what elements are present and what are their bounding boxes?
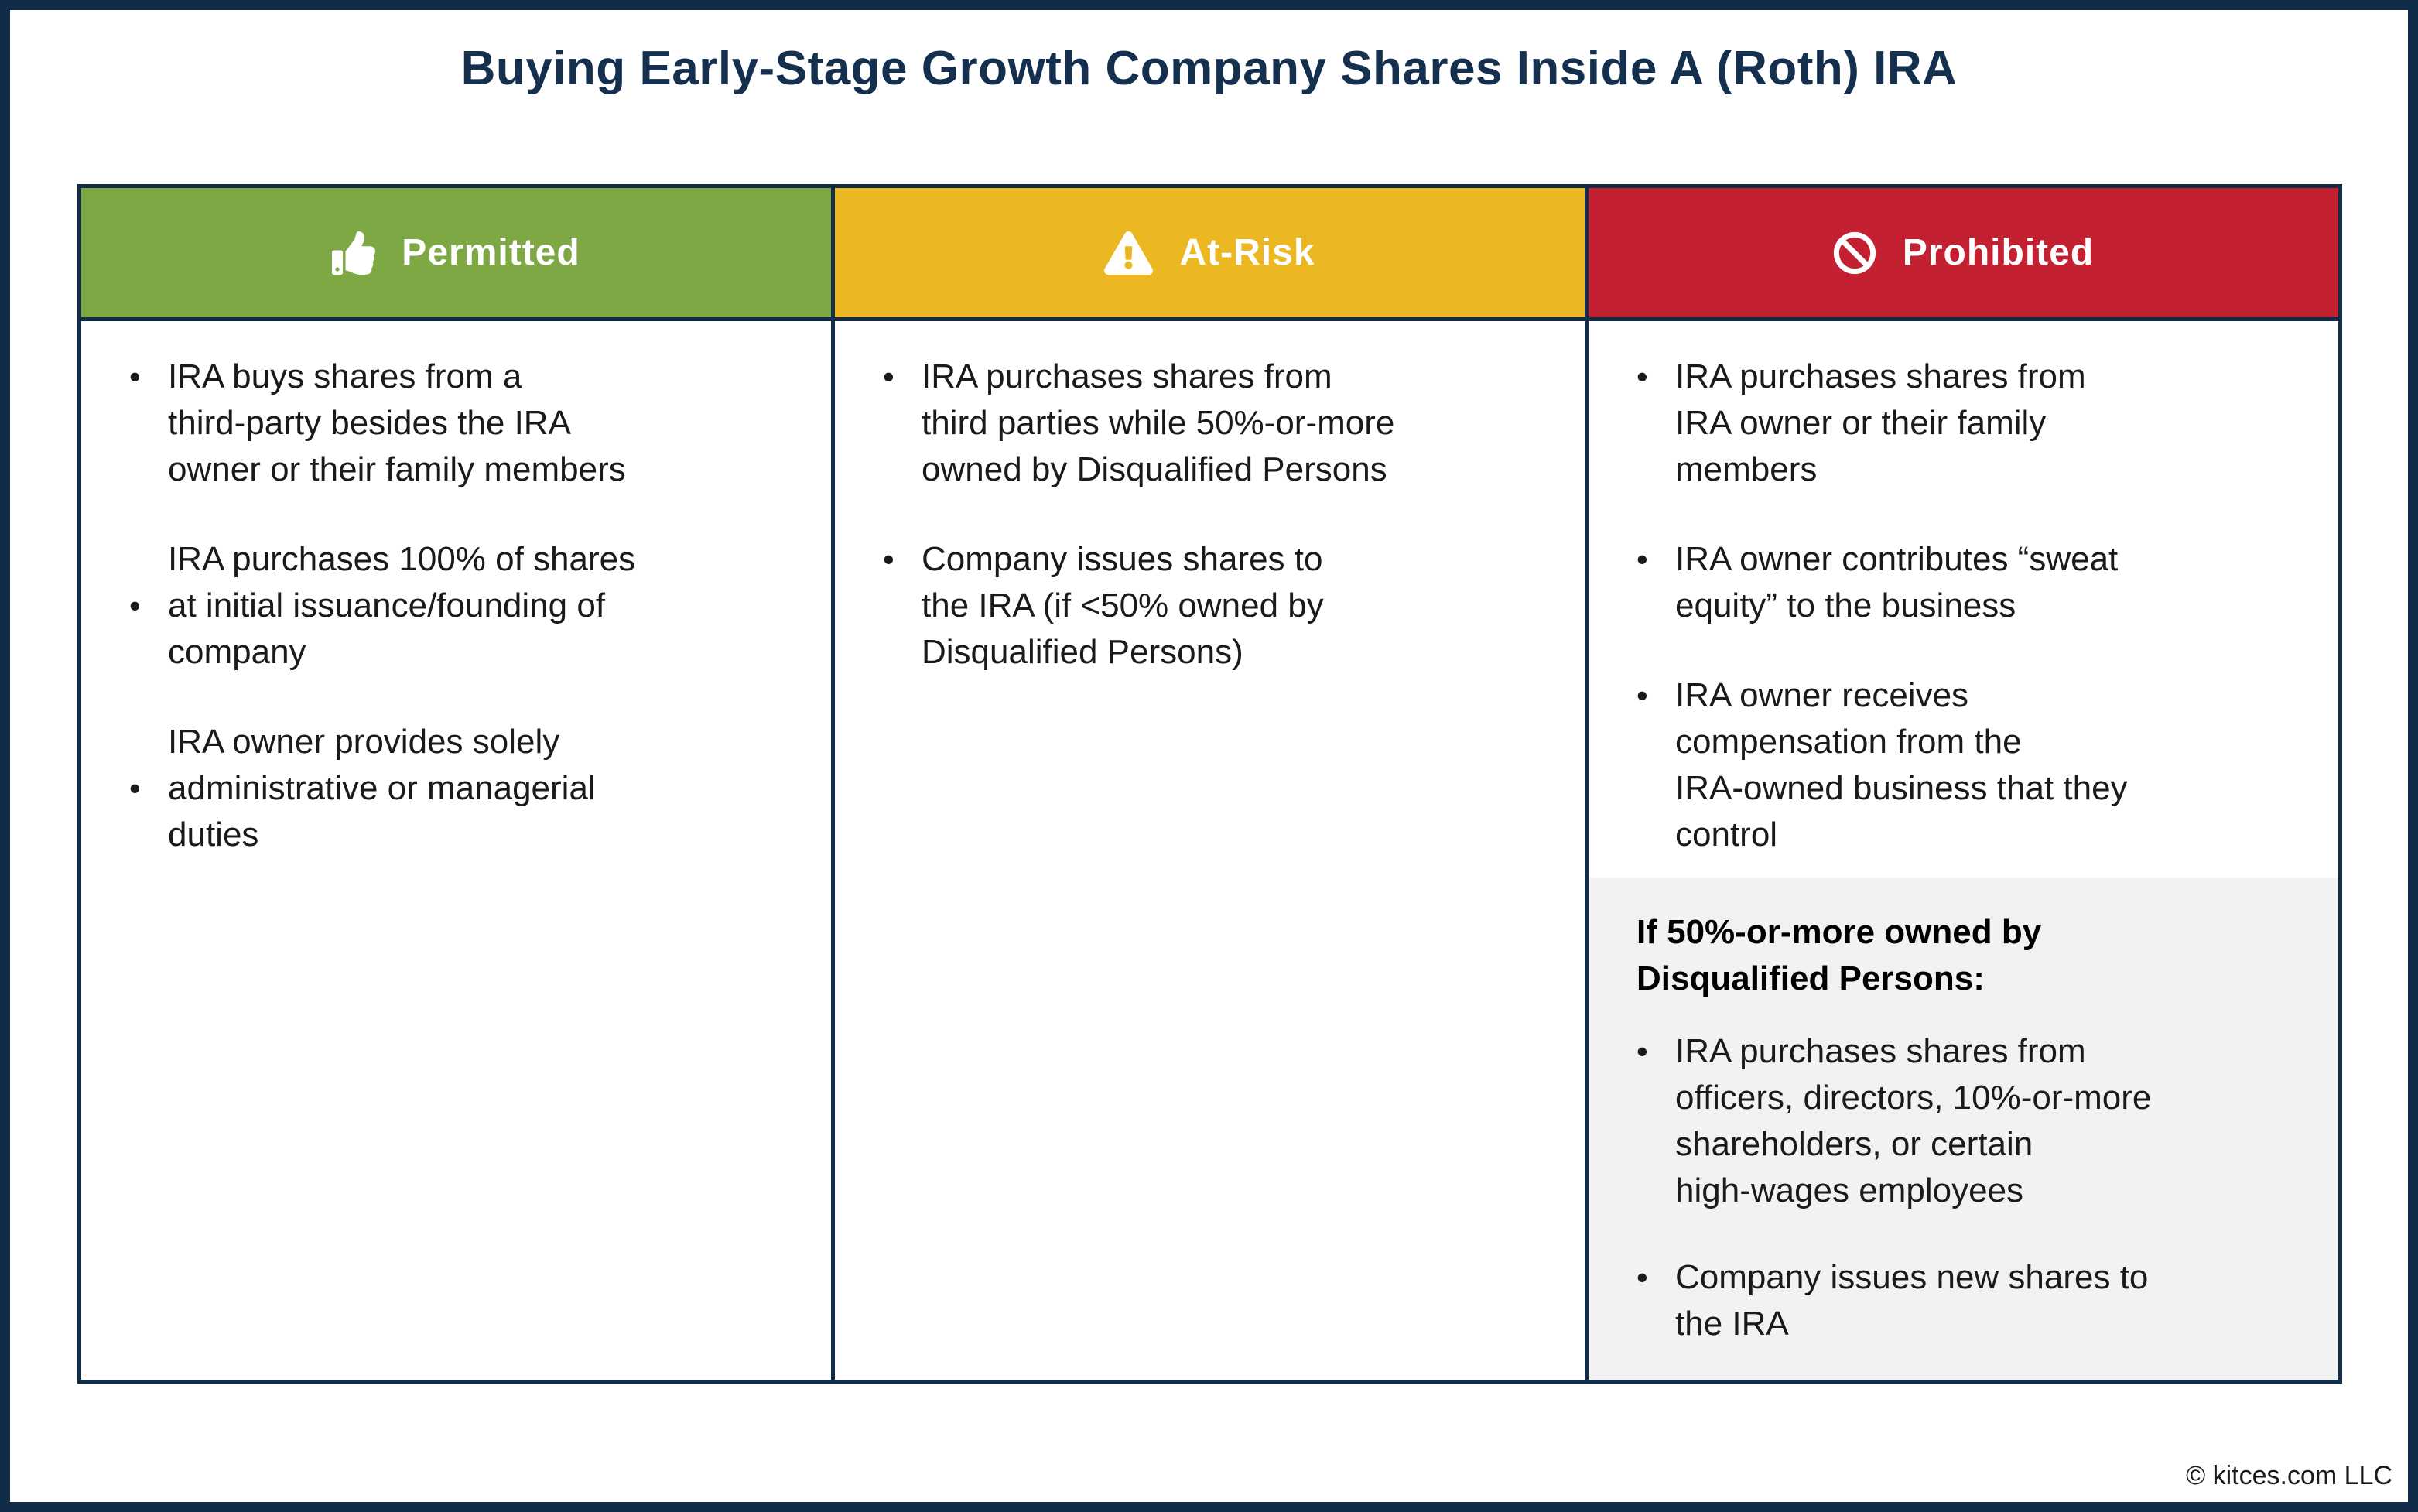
column-prohibited: Prohibited IRA purchases shares from IRA… (1585, 188, 2338, 1380)
list-item: Company issues new shares to the IRA (1637, 1254, 2296, 1347)
column-header-label: At-Risk (1179, 232, 1315, 273)
column-body-prohibited: IRA purchases shares from IRA owner or t… (1589, 321, 2338, 1380)
column-body-at-risk: IRA purchases shares from third parties … (835, 321, 1585, 1380)
column-header-at-risk: At-Risk (835, 188, 1585, 321)
disqualified-persons-panel: If 50%-or-more owned by Disqualified Per… (1589, 878, 2338, 1380)
column-header-permitted: Permitted (81, 188, 831, 321)
ban-icon (1833, 231, 1876, 275)
list-item: IRA owner receives compensation from the… (1637, 672, 2296, 858)
column-body-permitted: IRA buys shares from a third-party besid… (81, 321, 831, 1380)
bullet-list: IRA purchases shares from IRA owner or t… (1589, 321, 2338, 858)
list-item: IRA purchases 100% of shares at initial … (129, 536, 788, 676)
list-item: IRA owner contributes “sweat equity” to … (1637, 536, 2296, 629)
list-item: Company issues shares to the IRA (if <50… (883, 536, 1542, 676)
copyright-note: © kitces.com LLC (2186, 1461, 2392, 1490)
page-title: Buying Early-Stage Growth Company Shares… (460, 42, 1958, 95)
warning-triangle-icon (1104, 231, 1154, 275)
list-item: IRA purchases shares from third parties … (883, 354, 1542, 493)
column-header-label: Permitted (402, 232, 580, 273)
column-permitted: Permitted IRA buys shares from a third-p… (81, 188, 831, 1380)
thumbs-up-icon (332, 231, 376, 275)
bullet-list: IRA purchases shares from third parties … (835, 321, 1585, 676)
column-at-risk: At-Risk IRA purchases shares from third … (831, 188, 1585, 1380)
column-header-label: Prohibited (1902, 232, 2095, 273)
panel-heading: If 50%-or-more owned by Disqualified Per… (1637, 913, 2042, 997)
list-item: IRA purchases shares from IRA owner or t… (1637, 354, 2296, 493)
comparison-table: Permitted IRA buys shares from a third-p… (77, 184, 2342, 1384)
list-item: IRA owner provides solely administrative… (129, 719, 788, 858)
column-header-prohibited: Prohibited (1589, 188, 2338, 321)
bullet-list: IRA buys shares from a third-party besid… (81, 321, 831, 858)
list-item: IRA buys shares from a third-party besid… (129, 354, 788, 493)
list-item: IRA purchases shares from officers, dire… (1637, 1028, 2296, 1214)
